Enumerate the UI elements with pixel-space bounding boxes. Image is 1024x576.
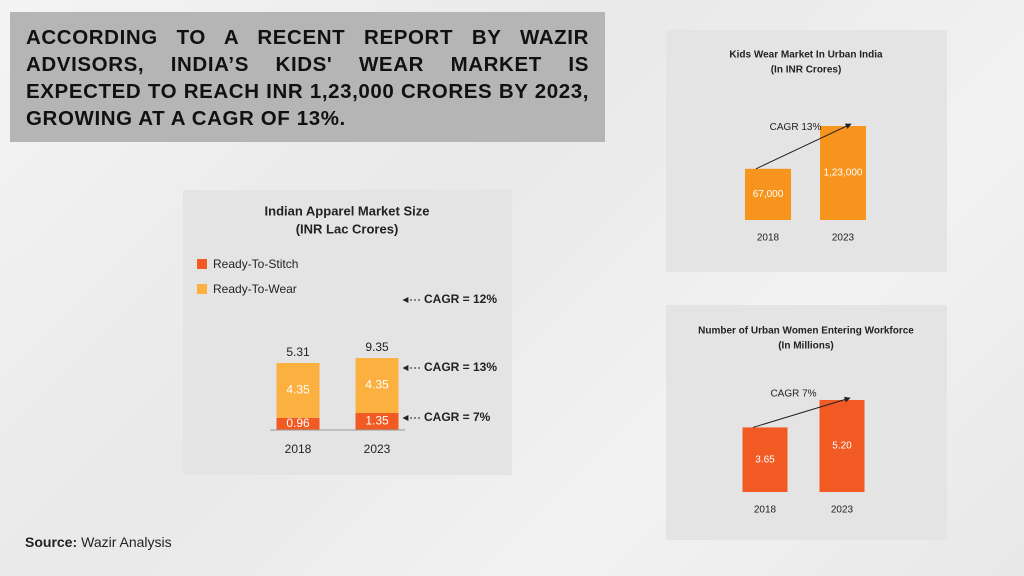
annotation: CAGR = 12% (424, 292, 497, 306)
bar-segment (355, 412, 399, 430)
bar-segment (355, 358, 399, 413)
cagr-arrow (755, 123, 852, 170)
chart-subtitle: (INR Lac Crores) (296, 221, 399, 236)
value-label: 67,000 (753, 189, 784, 200)
chart-subtitle: (In INR Crores) (771, 65, 842, 76)
header-box: ACCORDING TO A RECENT REPORT BY WAZIR AD… (10, 12, 605, 142)
value-label: 1.35 (365, 414, 389, 428)
bar (819, 400, 865, 492)
legend-swatch (197, 284, 207, 294)
bar (745, 168, 791, 220)
x-tick-label: 2018 (754, 505, 777, 516)
bar (742, 427, 788, 492)
bar-segment (276, 362, 320, 418)
panel (666, 30, 947, 272)
value-label: 4.35 (286, 383, 310, 397)
annotation: CAGR 7% (770, 388, 816, 399)
value-label: 3.65 (755, 454, 775, 465)
cagr-arrow (752, 396, 851, 428)
total-label: 9.35 (365, 340, 389, 354)
total-label: 5.31 (286, 345, 310, 359)
bar-segment (276, 417, 320, 430)
x-tick-label: 2023 (832, 233, 855, 244)
annotation: CAGR = 7% (424, 410, 491, 424)
x-tick-label: 2023 (364, 442, 391, 456)
bar (820, 126, 866, 220)
value-label: 4.35 (365, 378, 389, 392)
header-text: ACCORDING TO A RECENT REPORT BY WAZIR AD… (26, 26, 589, 130)
value-label: 5.20 (832, 441, 852, 452)
chart-subtitle: (In Millions) (778, 341, 834, 352)
legend-label: Ready-To-Wear (213, 282, 297, 296)
x-tick-label: 2018 (285, 442, 312, 456)
x-tick-label: 2018 (757, 233, 780, 244)
value-label: 0.96 (286, 416, 310, 430)
panel (666, 305, 947, 540)
legend-swatch (197, 259, 207, 269)
x-tick-label: 2023 (831, 505, 854, 516)
annotation: CAGR = 13% (424, 360, 497, 374)
source-label: Source: (25, 534, 77, 550)
chart-title: Kids Wear Market In Urban India (729, 50, 883, 61)
value-label: 1,23,000 (824, 168, 863, 179)
chart-title: Indian Apparel Market Size (265, 203, 430, 218)
source: Source: Wazir Analysis (25, 534, 172, 550)
legend-label: Ready-To-Stitch (213, 257, 298, 271)
annotation: CAGR 13% (770, 122, 822, 133)
chart-title: Number of Urban Women Entering Workforce (698, 326, 914, 337)
source-text: Wazir Analysis (81, 534, 172, 550)
panel (183, 190, 512, 475)
